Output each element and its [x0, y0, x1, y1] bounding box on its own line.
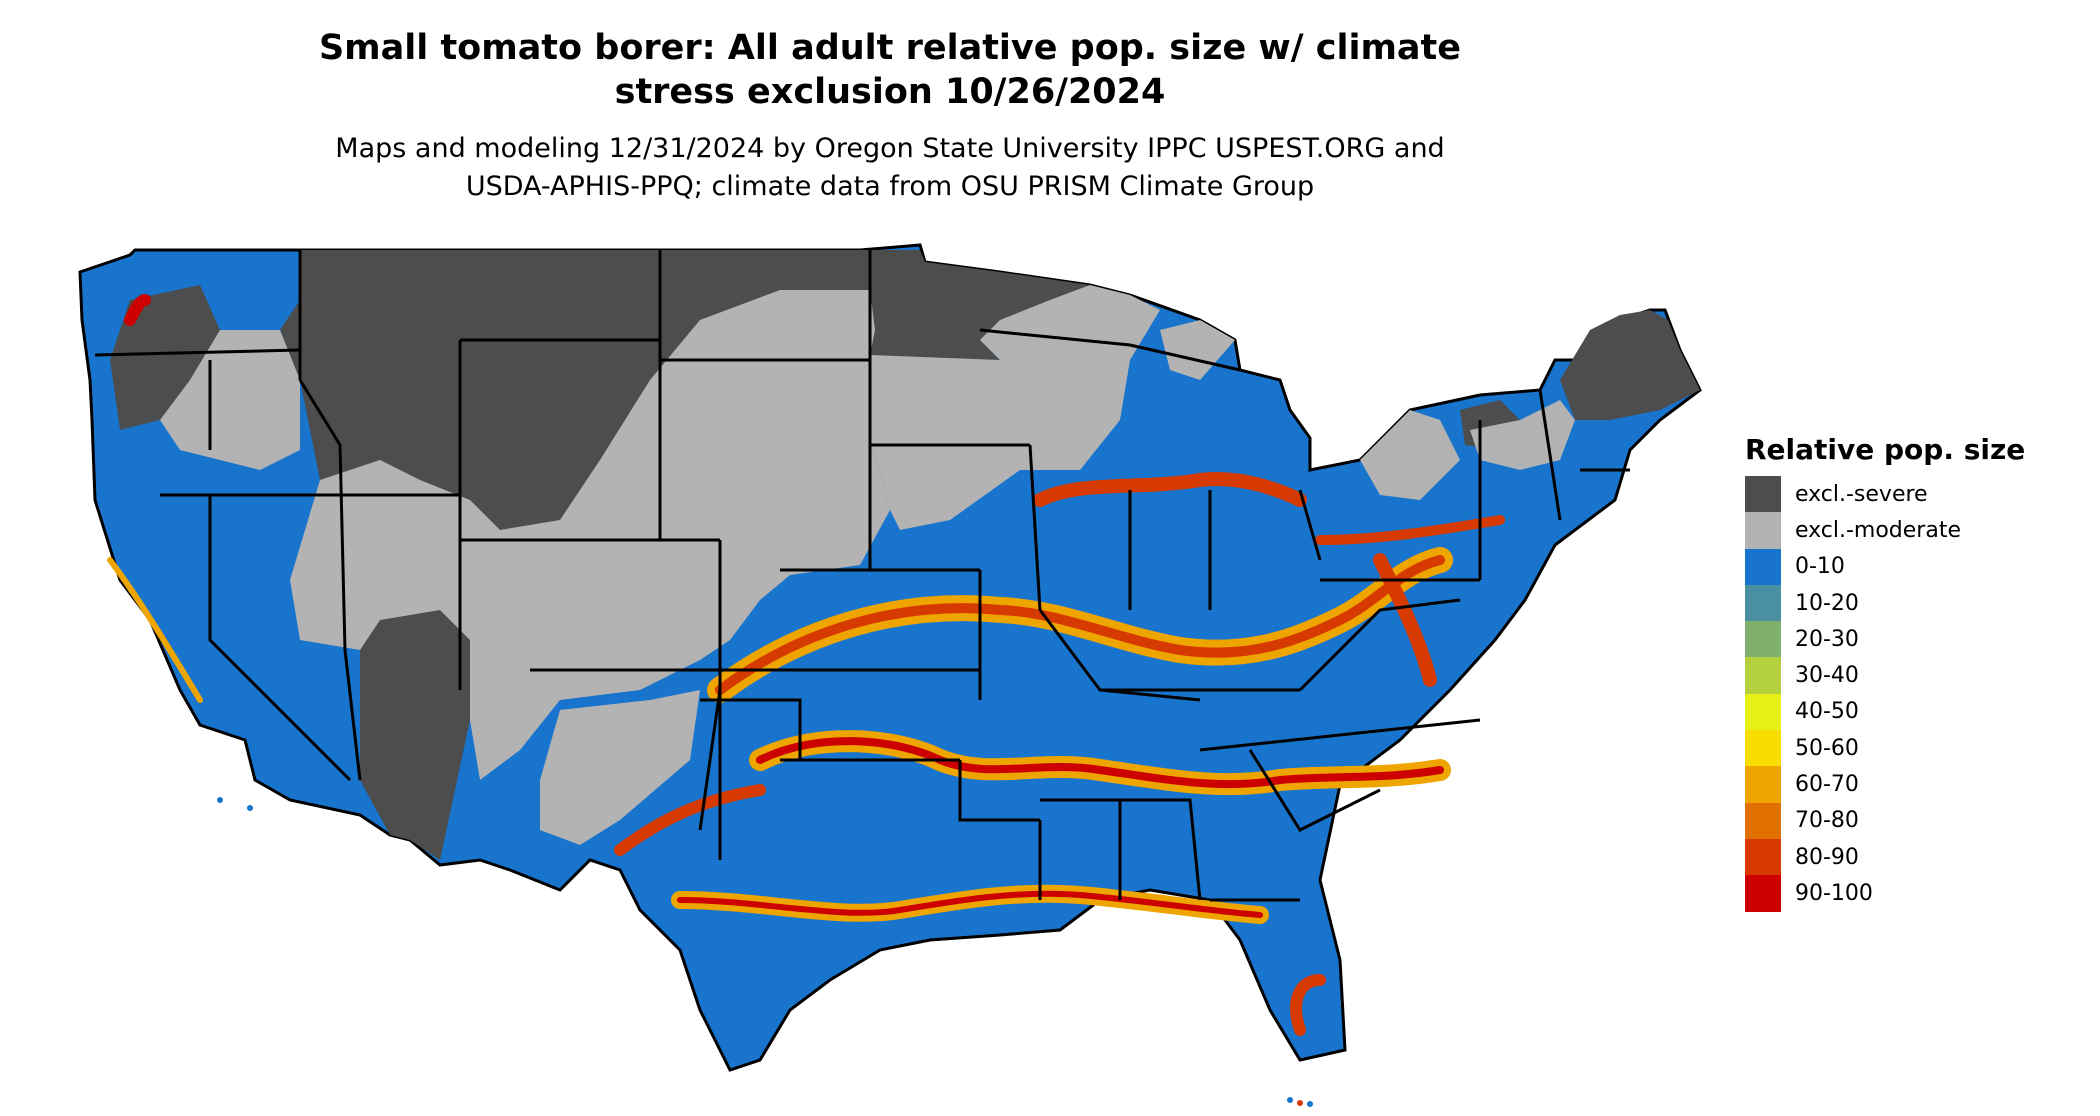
legend-swatch: [1745, 838, 1781, 876]
legend-swatch: [1745, 730, 1781, 767]
map-title-line-2: stress exclusion 10/26/2024: [614, 72, 1166, 112]
legend-swatch: [1745, 476, 1781, 513]
hotspot-bands: [107, 294, 1505, 1036]
legend-item: 50-60: [1745, 730, 2025, 767]
legend-swatch: [1745, 802, 1781, 839]
legend-label: 70-80: [1795, 808, 1859, 834]
us-map: [78, 243, 1702, 1107]
legend-label: 0-10: [1795, 554, 1845, 580]
legend-swatch: [1745, 657, 1781, 694]
excl-moderate-regions: [160, 285, 1575, 845]
map-title-line-1: Small tomato borer: All adult relative p…: [318, 28, 1462, 68]
legend-item: 0-10: [1745, 548, 2025, 585]
legend-item: 60-70: [1745, 766, 2025, 803]
legend-item: 20-30: [1745, 621, 2025, 658]
map-subtitle-line-1: Maps and modeling 12/31/2024 by Oregon S…: [335, 133, 1445, 164]
legend-label: 80-90: [1795, 844, 1859, 870]
legend-item: 10-20: [1745, 584, 2025, 622]
state-boundaries: [94, 250, 1630, 902]
map-subtitle: Maps and modeling 12/31/2024 by Oregon S…: [130, 130, 1650, 206]
legend-swatch: [1745, 621, 1781, 658]
legend-label: 50-60: [1795, 735, 1859, 761]
legend-item: 30-40: [1745, 657, 2025, 694]
legend-label: 60-70: [1795, 772, 1859, 798]
legend-label: 10-20: [1795, 590, 1859, 616]
legend-label: excl.-moderate: [1795, 517, 1961, 543]
legend-label: excl.-severe: [1795, 481, 1928, 507]
excl-severe-regions: [110, 250, 1700, 860]
legend-swatch: [1745, 548, 1781, 585]
legend-label: 90-100: [1795, 880, 1873, 906]
legend-items: excl.-severe excl.-moderate 0-10 10-20 20-30…: [1745, 476, 2025, 912]
legend-label: 40-50: [1795, 699, 1859, 725]
map-title: Small tomato borer: All adult relative p…: [130, 26, 1650, 114]
legend-label: 20-30: [1795, 626, 1859, 652]
legend-swatch: [1745, 766, 1781, 803]
map-subtitle-line-2: USDA-APHIS-PPQ; climate data from OSU PR…: [465, 171, 1315, 202]
legend-item: 40-50: [1745, 693, 2025, 731]
legend-label: 30-40: [1795, 663, 1859, 689]
legend-swatch: [1745, 693, 1781, 731]
legend-item: excl.-severe: [1745, 476, 2025, 513]
legend-swatch: [1745, 584, 1781, 622]
legend-item: 90-100: [1745, 875, 2025, 912]
legend-item: 70-80: [1745, 802, 2025, 839]
legend-item: excl.-moderate: [1745, 512, 2025, 549]
legend-item: 80-90: [1745, 838, 2025, 876]
legend: Relative pop. size excl.-severe excl.-mod…: [1745, 432, 2025, 912]
legend-swatch: [1745, 875, 1781, 912]
legend-title: Relative pop. size: [1745, 433, 2026, 466]
islands: [217, 797, 1313, 1107]
legend-swatch: [1745, 512, 1781, 549]
